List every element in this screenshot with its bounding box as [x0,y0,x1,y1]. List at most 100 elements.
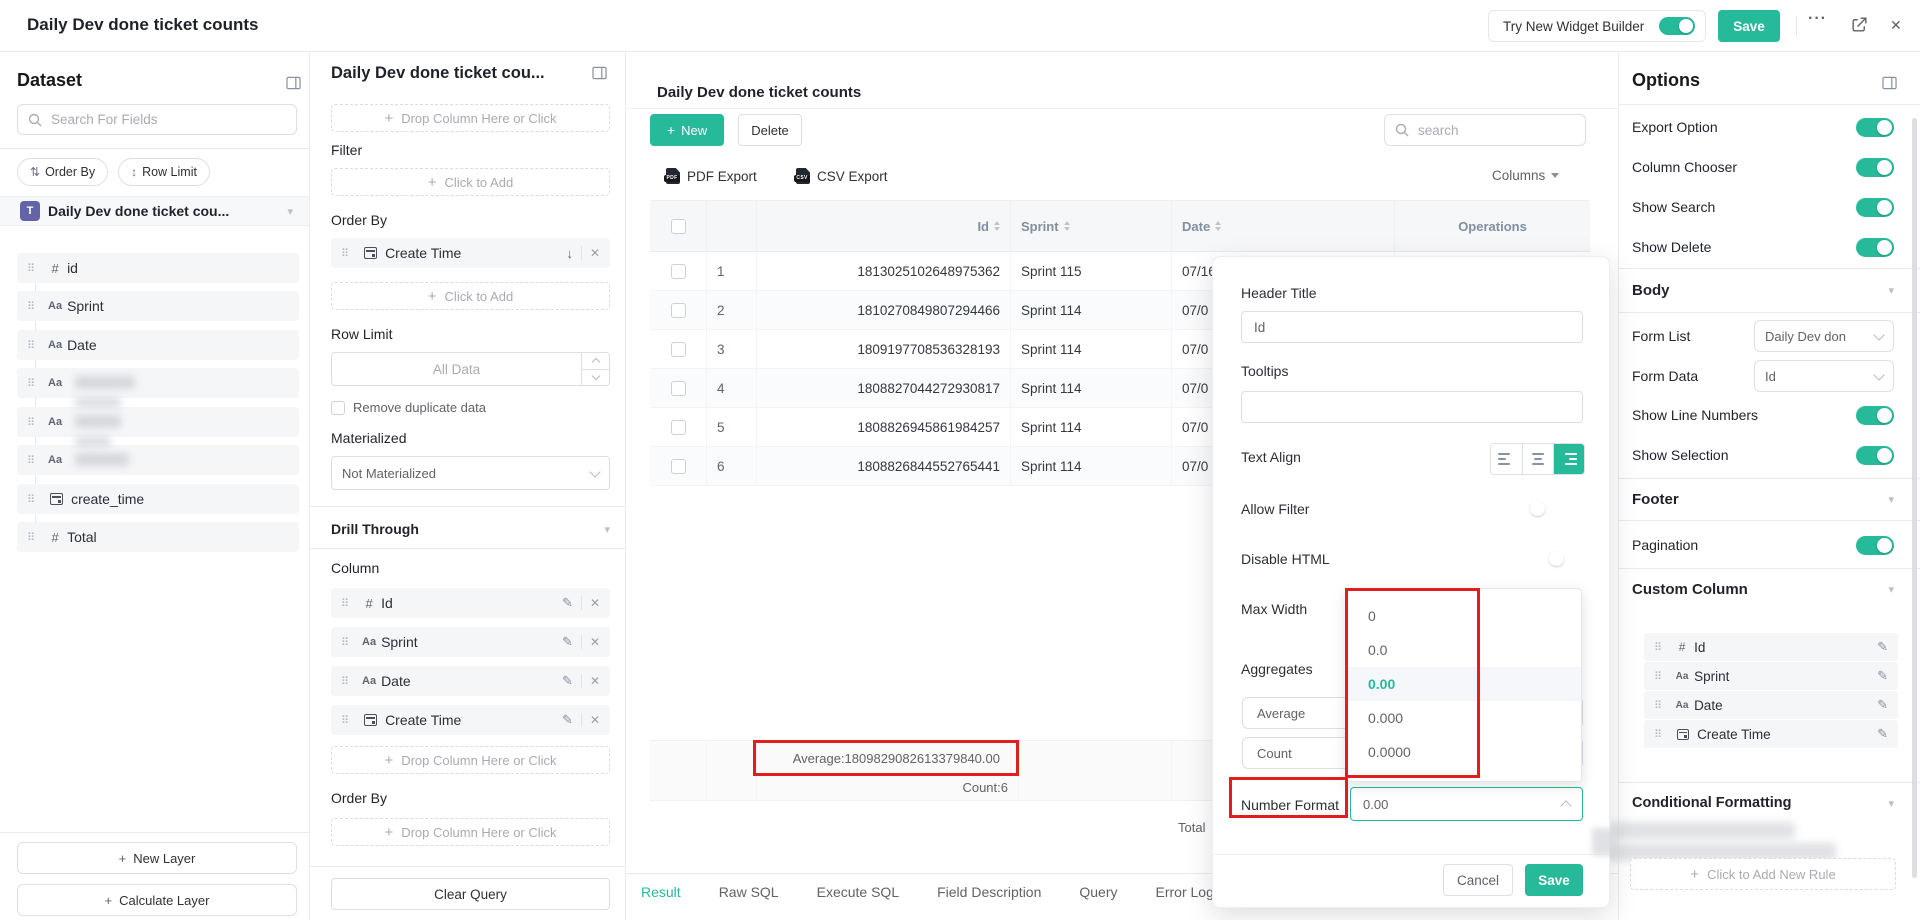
sort-desc-icon[interactable]: ↓ [566,245,573,261]
sort-icon[interactable] [1063,221,1070,231]
drill-through-section[interactable]: Drill Through ▾ [331,521,610,537]
drag-handle-icon[interactable]: ⠿ [27,454,35,467]
edit-icon[interactable]: ✎ [1877,726,1888,741]
custom-column-date[interactable]: ⠿ Aa Date ✎ [1644,691,1898,719]
scrollbar-thumb[interactable] [1912,118,1917,878]
collapse-panel-icon[interactable] [1882,76,1897,90]
caret-down-icon[interactable]: ▾ [287,205,293,218]
order-by-pill[interactable]: ⇅ Order By [17,158,109,186]
number-format-select[interactable]: 0.00 [1350,787,1583,821]
custom-column-create-time[interactable]: ⠿ Create Time ✎ [1644,720,1898,748]
remove-icon[interactable]: ✕ [589,596,600,610]
row-limit-pill[interactable]: ↕ Row Limit [118,158,210,186]
drag-handle-icon[interactable]: ⠿ [27,377,35,390]
try-new-widget-builder[interactable]: Try New Widget Builder [1488,10,1706,42]
tab-error-log[interactable]: Error Log [1155,884,1214,900]
align-left-button[interactable] [1491,444,1522,474]
drag-handle-icon[interactable]: ⠿ [341,597,349,610]
remove-icon[interactable]: ✕ [589,635,600,649]
sort-icon[interactable] [994,221,1000,231]
caret-down-icon[interactable]: ▾ [604,523,610,536]
calculate-layer-button[interactable]: + Calculate Layer [17,884,297,916]
show-line-numbers-toggle[interactable] [1856,405,1894,425]
align-right-button[interactable] [1553,444,1584,474]
tab-result[interactable]: Result [641,884,681,900]
columns-menu[interactable]: Columns [1492,168,1560,183]
query-column-date[interactable]: ⠿ Aa Date ✎ ✕ [331,666,610,696]
header-id[interactable]: Id [757,201,1011,251]
dataset-field-redacted[interactable]: ⠿ Aa [17,445,299,475]
drag-handle-icon[interactable]: ⠿ [1654,699,1662,712]
show-search-toggle[interactable] [1856,197,1894,217]
custom-column-section-header[interactable]: Custom Column ▾ [1632,580,1894,598]
row-checkbox[interactable] [670,380,686,396]
format-option[interactable]: 0.000 [1368,710,1404,726]
row-limit-input[interactable] [332,353,581,385]
custom-column-id[interactable]: ⠿ # Id ✎ [1644,633,1898,661]
select-all-checkbox[interactable] [670,218,686,234]
dataset-field-date[interactable]: ⠿ Aa Date [17,330,299,360]
try-new-toggle[interactable] [1659,17,1695,35]
edit-icon[interactable]: ✎ [562,595,573,610]
close-icon[interactable]: ✕ [1890,17,1902,33]
row-checkbox[interactable] [670,419,686,435]
drag-handle-icon[interactable]: ⠿ [341,247,349,260]
custom-column-sprint[interactable]: ⠿ Aa Sprint ✎ [1644,662,1898,690]
order-by-create-time[interactable]: ⠿ Create Time ↓ ✕ [331,238,610,268]
header-date[interactable]: Date [1172,201,1395,251]
drop-column-zone[interactable]: + Drop Column Here or Click [331,104,610,132]
query-column-id[interactable]: ⠿ # Id ✎ ✕ [331,588,610,618]
row-checkbox[interactable] [670,458,686,474]
edit-icon[interactable]: ✎ [1877,697,1888,712]
form-data-select[interactable]: Id [1754,360,1894,392]
row-checkbox[interactable] [670,263,686,279]
new-button[interactable]: + New [650,114,724,146]
edit-icon[interactable]: ✎ [562,634,573,649]
show-selection-toggle[interactable] [1856,445,1894,465]
clear-query-button[interactable]: Clear Query [331,878,610,910]
drag-handle-icon[interactable]: ⠿ [27,493,35,506]
dataset-search[interactable] [17,104,297,135]
edit-icon[interactable]: ✎ [562,673,573,688]
add-rule-button[interactable]: + Click to Add New Rule [1630,858,1896,890]
csv-export-button[interactable]: CSV CSV Export [794,168,888,184]
dataset-field-id[interactable]: ⠿ # id [17,253,299,283]
dataset-field-redacted[interactable]: ⠿ Aa [17,407,299,437]
format-option-selected[interactable]: 0.00 [1346,667,1581,701]
form-list-select[interactable]: Daily Dev don [1754,320,1894,352]
row-checkbox[interactable] [670,302,686,318]
format-option[interactable]: 0.0000 [1368,744,1411,760]
stepper-down-icon[interactable] [582,370,609,386]
query-column-create-time[interactable]: ⠿ Create Time ✎ ✕ [331,705,610,735]
tab-query[interactable]: Query [1079,884,1118,900]
collapse-panel-icon[interactable] [286,76,301,90]
sort-icon[interactable] [1215,221,1222,231]
cancel-button[interactable]: Cancel [1443,864,1513,896]
show-delete-toggle[interactable] [1856,237,1894,257]
export-option-toggle[interactable] [1856,117,1894,137]
new-layer-button[interactable]: + New Layer [17,842,297,874]
column-drop-zone[interactable]: + Drop Column Here or Click [331,746,610,774]
collapse-panel-icon[interactable] [592,66,607,80]
filter-add-zone[interactable]: + Click to Add [331,168,610,196]
tab-raw-sql[interactable]: Raw SQL [718,884,779,900]
header-title-input[interactable] [1241,311,1583,343]
footer-section-header[interactable]: Footer ▾ [1632,490,1894,508]
stepper-up-icon[interactable] [582,353,609,370]
format-option[interactable]: 0.0 [1368,642,1388,658]
tooltips-input[interactable] [1241,391,1583,423]
drag-handle-icon[interactable]: ⠿ [341,636,349,649]
drag-handle-icon[interactable]: ⠿ [341,714,349,727]
share-icon[interactable] [1850,15,1869,39]
drag-handle-icon[interactable]: ⠿ [1654,641,1662,654]
dataset-field-redacted[interactable]: ⠿ Aa [17,368,299,398]
query-column-sprint[interactable]: ⠿ Aa Sprint ✎ ✕ [331,627,610,657]
number-stepper[interactable] [581,353,609,385]
edit-icon[interactable]: ✎ [1877,639,1888,654]
dataset-field-sprint[interactable]: ⠿ Aa Sprint [17,291,299,321]
dataset-field-total[interactable]: ⠿ # Total [17,522,299,552]
order-by-add-zone[interactable]: + Click to Add [331,282,610,310]
drag-handle-icon[interactable]: ⠿ [1654,728,1662,741]
align-center-button[interactable] [1522,444,1553,474]
drag-handle-icon[interactable]: ⠿ [27,300,35,313]
